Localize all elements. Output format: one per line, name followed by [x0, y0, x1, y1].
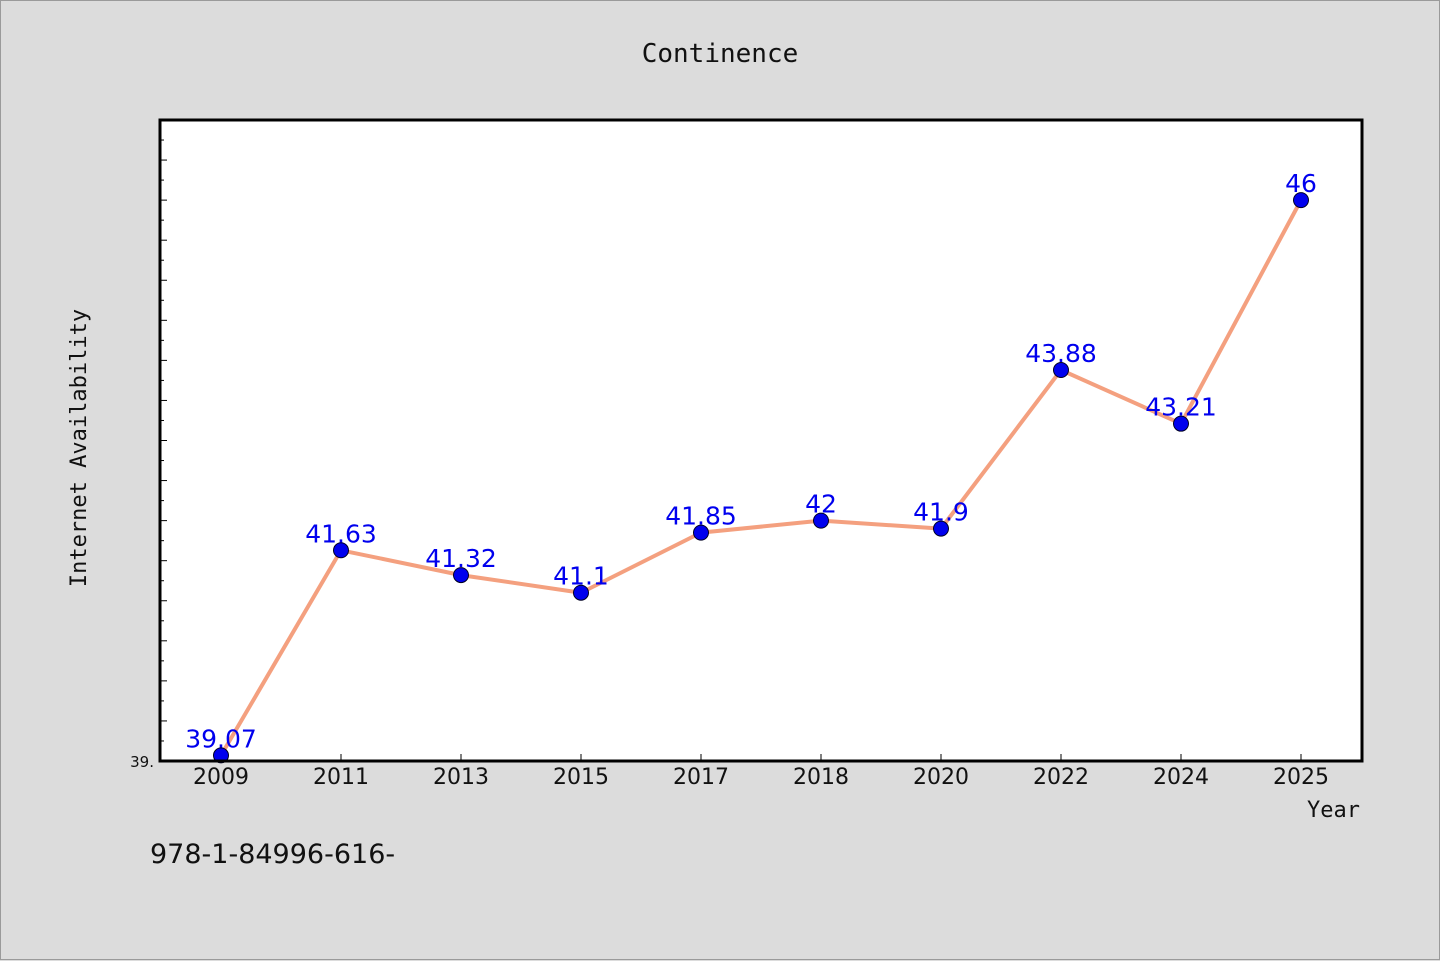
x-tick-label: 2018	[793, 765, 849, 790]
y-axis-title: Internet Availability	[67, 309, 92, 587]
x-tick-label: 2011	[313, 765, 369, 790]
series-line-group	[219, 199, 1303, 757]
data-label: 46	[1285, 169, 1317, 198]
data-point	[213, 747, 229, 764]
data-point	[333, 542, 349, 559]
data-label: 43.88	[1025, 339, 1097, 368]
data-point	[813, 512, 829, 529]
data-label: 41.63	[305, 519, 377, 548]
data-label: 41.1	[553, 562, 609, 591]
x-tick-label: 2015	[553, 765, 609, 790]
data-label: 41.9	[913, 498, 969, 527]
data-label: 43.21	[1145, 393, 1217, 422]
plot-area	[160, 120, 1362, 761]
x-tick-label: 2013	[433, 765, 489, 790]
series-line	[219, 199, 1303, 757]
data-labels: 39.07 41.63 41.32 41.1 41.85 42 41.9 43.88 43.21…	[185, 169, 1317, 753]
data-label: 41.85	[665, 502, 737, 531]
data-point	[453, 567, 469, 584]
footnote-text: 978-1-84996-616-	[150, 839, 395, 870]
x-tick-label: 2024	[1153, 765, 1209, 790]
x-tick-label: 2020	[913, 765, 969, 790]
data-point	[1293, 192, 1309, 209]
y-axis-min-label: 39.	[130, 753, 154, 771]
data-label: 39.07	[185, 724, 257, 753]
x-tick-label: 2025	[1273, 765, 1329, 790]
x-tick-label: 2017	[673, 765, 729, 790]
data-point	[573, 584, 589, 601]
data-label: 42	[805, 490, 837, 519]
plot-border	[158, 118, 1364, 763]
data-point	[693, 524, 709, 541]
chart-title: Continence	[642, 39, 799, 69]
x-axis-title: Year	[1307, 798, 1360, 823]
x-axis-ticks: 2009 2011 2013 2015 2017 2018 2020 2022 2024 2025	[193, 754, 1329, 790]
data-point	[1053, 361, 1069, 378]
data-points	[213, 192, 1309, 764]
data-point	[933, 520, 949, 537]
data-label: 41.32	[425, 544, 497, 573]
data-point	[1173, 415, 1189, 432]
x-tick-label: 2009	[193, 765, 249, 790]
x-tick-label: 2022	[1033, 765, 1089, 790]
